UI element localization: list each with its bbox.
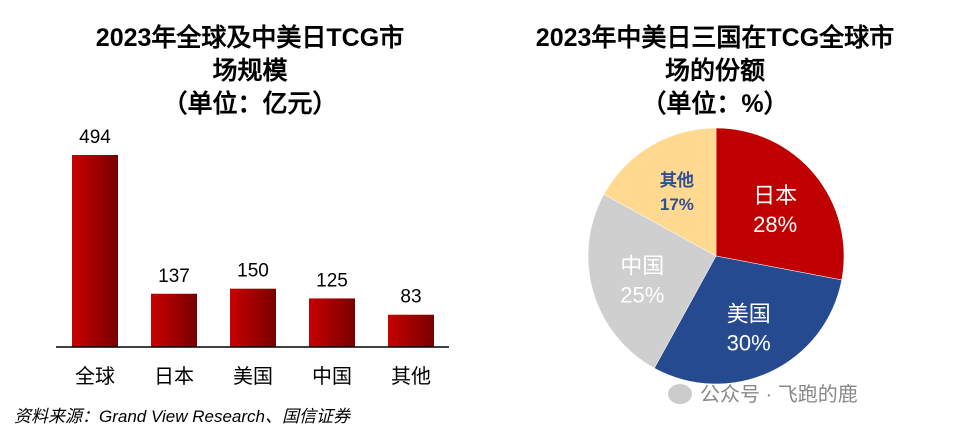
- x-tick-label: 美国: [233, 364, 273, 388]
- x-tick-label: 全球: [75, 364, 115, 388]
- pie-label: 其他: [660, 170, 694, 191]
- pie-slice-中国: [587, 193, 717, 369]
- pie-value-label: 25%: [620, 282, 664, 307]
- bar-日本: [151, 293, 197, 347]
- pie-value-label: 28%: [753, 212, 797, 237]
- bar-title-line: 场规模: [212, 57, 288, 85]
- bar-value-label: 494: [79, 127, 111, 148]
- bar-value-label: 125: [316, 270, 348, 291]
- pie-chart-title: 2023年中美日三国在TCG全球市 场的份额 （单位：%）: [500, 22, 930, 121]
- pie-slice-其他: [603, 127, 717, 257]
- pie-value-label: 17%: [660, 195, 694, 214]
- x-tick-label: 日本: [154, 364, 194, 388]
- pie-label: 中国: [620, 254, 664, 279]
- pie-title-line: （单位：%）: [641, 90, 789, 118]
- bar-title-line: （单位：亿元）: [162, 90, 338, 118]
- pie-label: 日本: [753, 184, 797, 209]
- bar-value-label: 137: [158, 266, 190, 287]
- bar-title-line: 2023年全球及中美日TCG市: [95, 24, 405, 52]
- pie-slice-日本: [715, 127, 845, 281]
- watermark: 公众号 · 飞跑的鹿: [668, 378, 858, 407]
- pie-label: 美国: [727, 302, 771, 327]
- bar-value-label: 150: [237, 261, 269, 282]
- pie-title-line: 场的份额: [664, 57, 765, 85]
- wechat-icon: [668, 384, 692, 404]
- source-note: 资料来源：Grand View Research、国信证券: [14, 407, 350, 426]
- bar-value-label: 83: [400, 287, 421, 308]
- bar-其他: [388, 314, 434, 347]
- bar-全球: [72, 155, 118, 347]
- x-tick-label: 其他: [391, 364, 431, 388]
- pie-slice-美国: [653, 255, 843, 385]
- x-tick-label: 中国: [312, 364, 352, 388]
- pie-value-label: 30%: [727, 330, 771, 355]
- pie-title-line: 2023年中美日三国在TCG全球市: [535, 24, 895, 52]
- bar-chart-title: 2023年全球及中美日TCG市 场规模 （单位：亿元）: [40, 22, 460, 121]
- watermark-text: 公众号 · 飞跑的鹿: [700, 384, 858, 406]
- bar-美国: [230, 288, 276, 347]
- bar-中国: [309, 298, 355, 347]
